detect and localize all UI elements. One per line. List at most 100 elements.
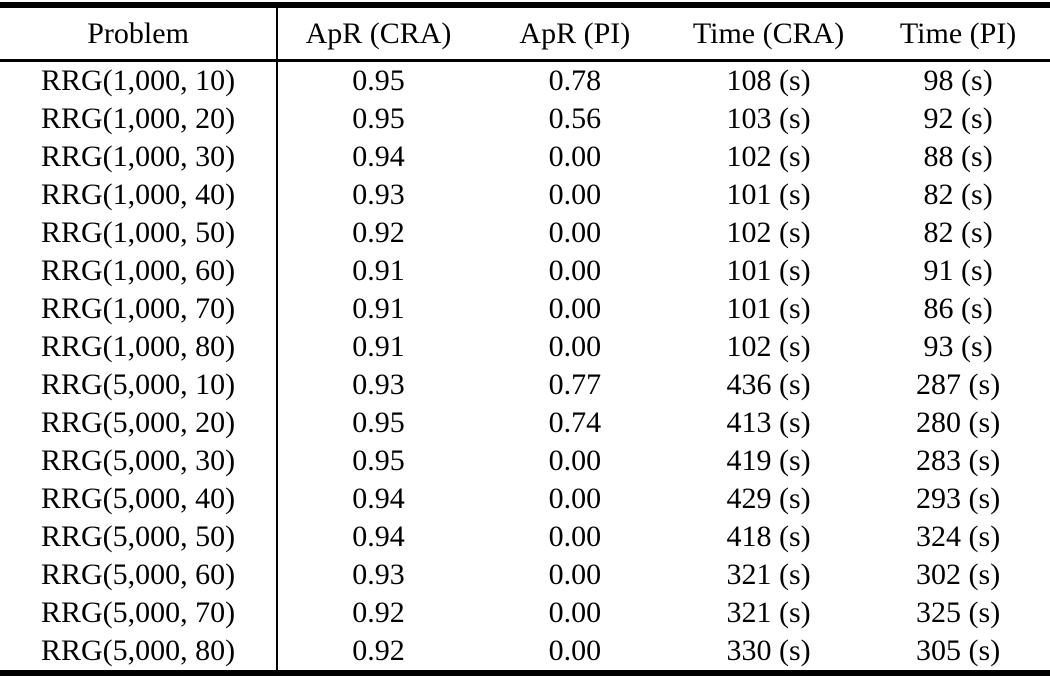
problem-cell: RRG(1,000, 40)	[0, 176, 279, 214]
table-row: RRG(5,000, 10) 0.93 0.77 436 (s) 287 (s)	[0, 366, 1050, 404]
problem-cell: RRG(1,000, 20)	[0, 100, 279, 138]
time-pi-cell: 283 (s)	[916, 444, 1001, 477]
time-cra-cell: 429 (s)	[726, 482, 811, 515]
apr-pi-cell: 0.00	[548, 254, 602, 287]
apr-cra-cell: 0.93	[352, 558, 405, 591]
table-row: RRG(1,000, 40) 0.93 0.00 101 (s) 82 (s)	[0, 176, 1050, 214]
time-cra-cell: 419 (s)	[726, 444, 811, 477]
apr-cra-cell: 0.94	[352, 520, 405, 553]
column-header-apr-pi: ApR (PI)	[478, 5, 671, 62]
apr-cra-cell: 0.92	[352, 596, 405, 629]
apr-pi-cell: 0.00	[548, 482, 602, 515]
time-cra-cell: 413 (s)	[726, 406, 811, 439]
apr-pi-cell: 0.00	[548, 330, 602, 363]
time-pi-cell: 280 (s)	[916, 406, 1001, 439]
apr-cra-cell: 0.92	[352, 216, 405, 249]
time-pi-cell: 91 (s)	[923, 254, 993, 287]
table-row: RRG(1,000, 20) 0.95 0.56 103 (s) 92 (s)	[0, 100, 1050, 138]
apr-cra-cell: 0.95	[352, 102, 405, 135]
time-pi-cell: 88 (s)	[923, 140, 993, 173]
apr-cra-cell: 0.95	[352, 406, 405, 439]
table-row: RRG(5,000, 50) 0.94 0.00 418 (s) 324 (s)	[0, 518, 1050, 556]
time-cra-cell: 101 (s)	[726, 254, 811, 287]
time-cra-cell: 108 (s)	[726, 64, 811, 97]
apr-pi-cell: 0.56	[548, 102, 602, 135]
apr-cra-cell: 0.91	[352, 292, 405, 325]
apr-cra-cell: 0.92	[352, 634, 405, 667]
header-row: Problem ApR (CRA) ApR (PI) Time (CRA) Ti…	[0, 5, 1050, 62]
time-cra-cell: 436 (s)	[726, 368, 811, 401]
apr-pi-cell: 0.00	[548, 140, 602, 173]
time-pi-cell: 324 (s)	[916, 520, 1001, 553]
time-pi-cell: 86 (s)	[923, 292, 993, 325]
column-header-problem: Problem	[0, 5, 279, 62]
time-cra-cell: 101 (s)	[726, 292, 811, 325]
apr-cra-cell: 0.95	[352, 444, 405, 477]
time-cra-cell: 321 (s)	[726, 596, 811, 629]
time-pi-cell: 82 (s)	[923, 178, 993, 211]
table-row: RRG(1,000, 70) 0.91 0.00 101 (s) 86 (s)	[0, 290, 1050, 328]
time-pi-cell: 98 (s)	[923, 64, 993, 97]
problem-cell: RRG(1,000, 60)	[0, 252, 279, 290]
apr-cra-cell: 0.94	[352, 140, 405, 173]
apr-pi-cell: 0.00	[548, 292, 602, 325]
table-header: Problem ApR (CRA) ApR (PI) Time (CRA) Ti…	[0, 5, 1050, 62]
table-row: RRG(5,000, 40) 0.94 0.00 429 (s) 293 (s)	[0, 480, 1050, 518]
time-pi-cell: 93 (s)	[923, 330, 993, 363]
apr-cra-cell: 0.93	[352, 368, 405, 401]
column-header-time-pi: Time (PI)	[866, 5, 1050, 62]
table-row: RRG(5,000, 60) 0.93 0.00 321 (s) 302 (s)	[0, 556, 1050, 594]
time-pi-cell: 302 (s)	[916, 558, 1001, 591]
time-pi-cell: 82 (s)	[923, 216, 993, 249]
time-pi-cell: 293 (s)	[916, 482, 1001, 515]
problem-cell: RRG(1,000, 80)	[0, 328, 279, 366]
apr-cra-cell: 0.93	[352, 178, 405, 211]
problem-cell: RRG(5,000, 40)	[0, 480, 279, 518]
table-row: RRG(5,000, 30) 0.95 0.00 419 (s) 283 (s)	[0, 442, 1050, 480]
time-pi-cell: 325 (s)	[916, 596, 1001, 629]
apr-pi-cell: 0.00	[548, 634, 602, 667]
column-header-time-cra: Time (CRA)	[670, 5, 867, 62]
time-cra-cell: 103 (s)	[726, 102, 811, 135]
results-table: Problem ApR (CRA) ApR (PI) Time (CRA) Ti…	[0, 2, 1050, 676]
problem-cell: RRG(1,000, 30)	[0, 138, 279, 176]
apr-pi-cell: 0.00	[548, 444, 602, 477]
table-row: RRG(1,000, 30) 0.94 0.00 102 (s) 88 (s)	[0, 138, 1050, 176]
time-cra-cell: 101 (s)	[726, 178, 811, 211]
apr-cra-cell: 0.91	[352, 254, 405, 287]
time-cra-cell: 321 (s)	[726, 558, 811, 591]
apr-pi-cell: 0.00	[548, 520, 602, 553]
table-row: RRG(1,000, 10) 0.95 0.78 108 (s) 98 (s)	[0, 60, 1050, 100]
column-header-apr-cra: ApR (CRA)	[277, 5, 479, 62]
time-pi-cell: 92 (s)	[923, 102, 993, 135]
problem-cell: RRG(1,000, 70)	[0, 290, 279, 328]
apr-pi-cell: 0.00	[548, 558, 602, 591]
time-cra-cell: 102 (s)	[726, 140, 811, 173]
apr-pi-cell: 0.00	[548, 596, 602, 629]
table-row: RRG(5,000, 70) 0.92 0.00 321 (s) 325 (s)	[0, 594, 1050, 632]
problem-cell: RRG(1,000, 50)	[0, 214, 279, 252]
problem-cell: RRG(5,000, 30)	[0, 442, 279, 480]
apr-pi-cell: 0.77	[548, 368, 602, 401]
time-pi-cell: 305 (s)	[916, 634, 1001, 667]
problem-cell: RRG(5,000, 20)	[0, 404, 279, 442]
problem-cell: RRG(5,000, 50)	[0, 518, 279, 556]
table-body: RRG(1,000, 10) 0.95 0.78 108 (s) 98 (s) RRG(1…	[0, 60, 1050, 673]
apr-pi-cell: 0.78	[548, 64, 602, 97]
time-cra-cell: 330 (s)	[726, 634, 811, 667]
apr-cra-cell: 0.94	[352, 482, 405, 515]
time-cra-cell: 418 (s)	[726, 520, 811, 553]
problem-cell: RRG(5,000, 80)	[0, 632, 279, 673]
apr-cra-cell: 0.95	[352, 64, 405, 97]
time-pi-cell: 287 (s)	[916, 368, 1001, 401]
apr-pi-cell: 0.00	[548, 178, 602, 211]
table-row: RRG(1,000, 80) 0.91 0.00 102 (s) 93 (s)	[0, 328, 1050, 366]
table-row: RRG(5,000, 80) 0.92 0.00 330 (s) 305 (s)	[0, 632, 1050, 673]
problem-cell: RRG(5,000, 10)	[0, 366, 279, 404]
time-cra-cell: 102 (s)	[726, 216, 811, 249]
table-row: RRG(1,000, 60) 0.91 0.00 101 (s) 91 (s)	[0, 252, 1050, 290]
time-cra-cell: 102 (s)	[726, 330, 811, 363]
apr-pi-cell: 0.00	[548, 216, 602, 249]
problem-cell: RRG(5,000, 60)	[0, 556, 279, 594]
